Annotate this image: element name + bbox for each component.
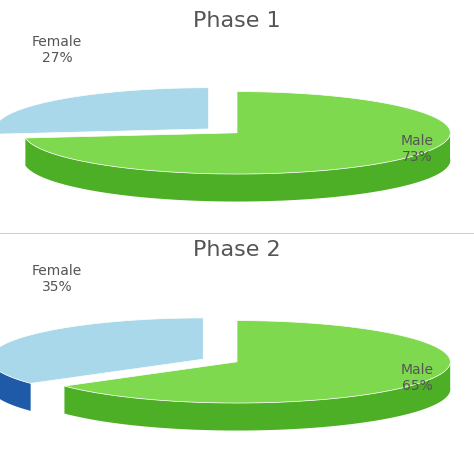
Polygon shape (0, 318, 203, 383)
Polygon shape (26, 92, 450, 174)
Polygon shape (0, 358, 31, 411)
Text: Phase 2: Phase 2 (193, 240, 281, 261)
Text: Male
65%: Male 65% (401, 363, 434, 393)
Polygon shape (0, 88, 209, 134)
Text: Phase 1: Phase 1 (193, 11, 281, 32)
Polygon shape (64, 321, 450, 403)
Text: Female
35%: Female 35% (32, 264, 82, 294)
Polygon shape (64, 360, 450, 431)
Text: Male
73%: Male 73% (401, 134, 434, 164)
Text: Female
27%: Female 27% (32, 35, 82, 65)
Polygon shape (26, 131, 450, 202)
